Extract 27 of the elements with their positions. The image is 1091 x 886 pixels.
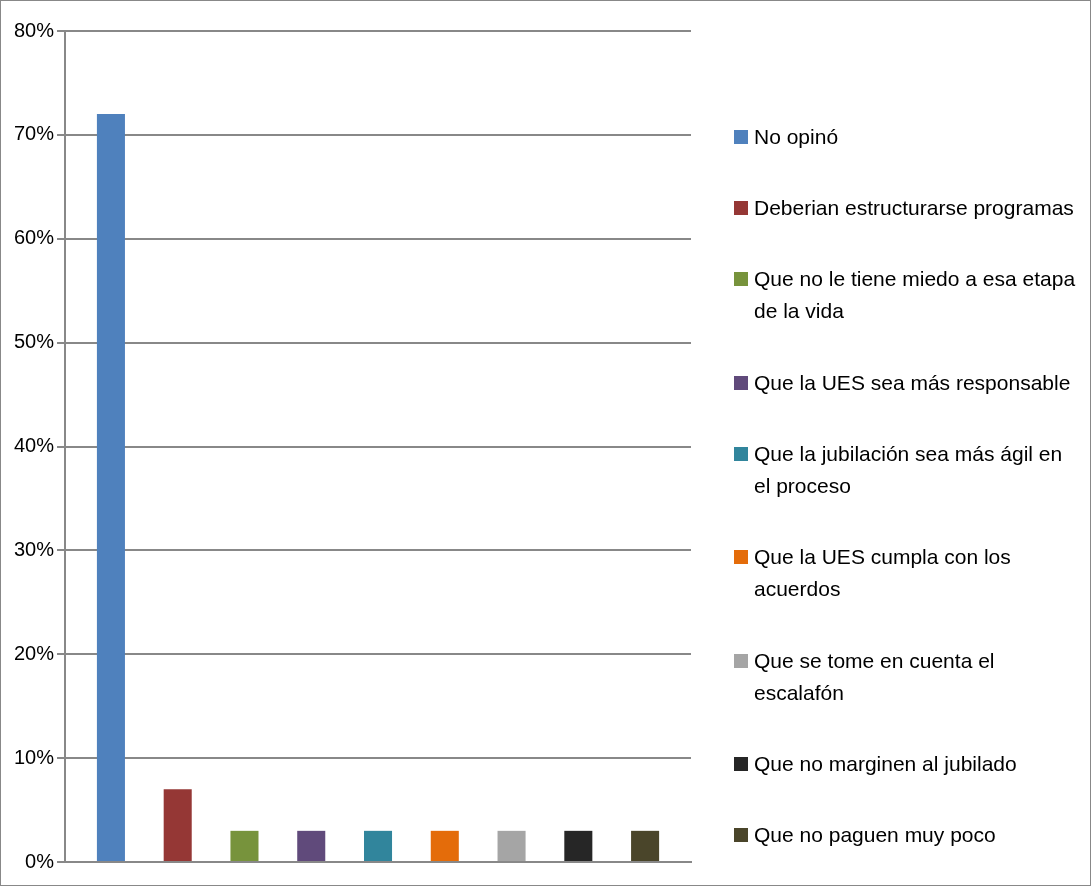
legend-label: No opinó: [754, 123, 839, 150]
y-tick-label: 20%: [14, 641, 55, 664]
bar: [631, 830, 660, 861]
legend-label: Que no paguen muy poco: [754, 822, 996, 849]
bar: [297, 830, 326, 861]
y-tick-label: 10%: [14, 745, 55, 768]
y-tick-label: 40%: [14, 434, 55, 457]
y-tick-label: 80%: [14, 18, 55, 41]
legend-label: Deberian estructurarse programas: [754, 195, 1074, 221]
bar: [230, 830, 259, 861]
bar: [96, 114, 125, 861]
legend-label: Que no le tiene miedo a esa etapa de la vida: [754, 266, 1077, 325]
y-tick-label: 0%: [25, 849, 55, 872]
legend-label: Que la UES sea más responsable: [754, 369, 1071, 396]
bar: [497, 830, 526, 861]
y-tick-label: 70%: [14, 122, 55, 145]
bar: [430, 830, 459, 861]
y-tick-label: 30%: [14, 537, 55, 560]
bar: [564, 830, 593, 861]
y-tick-label: 60%: [14, 226, 55, 249]
bar: [163, 789, 192, 861]
bar: [363, 830, 393, 861]
y-tick-label: 50%: [14, 330, 55, 353]
legend-label: Que no marginen al jubilado: [754, 750, 1017, 777]
legend-label: Que se tome en cuenta el escalafón: [754, 647, 996, 706]
legend-label: Que la UES cumpla con los acuerdos: [754, 544, 1012, 603]
legend-label: Que la jubilación sea más ágil en el proceso: [754, 440, 1064, 499]
